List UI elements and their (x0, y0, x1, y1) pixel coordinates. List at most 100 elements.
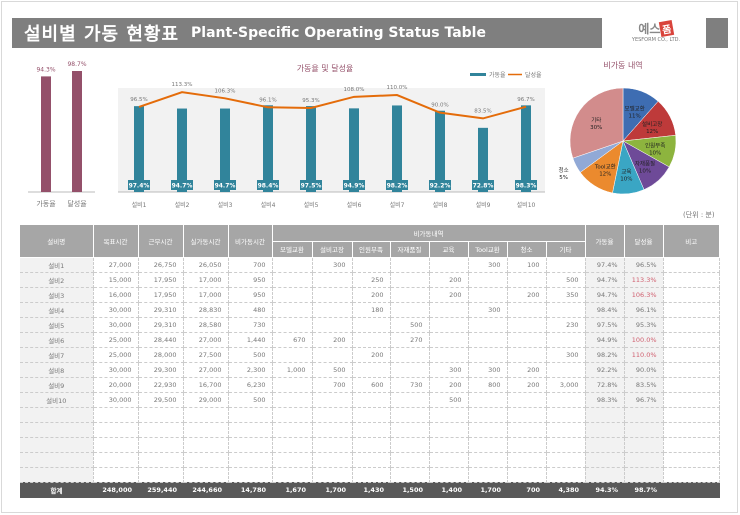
table-cell: 250 (352, 272, 391, 288)
table-cell: 480 (228, 302, 273, 318)
table-cell (507, 422, 547, 438)
table-cell: 97.4% (585, 257, 625, 273)
main-bar-label-bg (171, 180, 193, 190)
main-bar-label: 97.5% (301, 183, 322, 190)
table-cell (272, 287, 313, 303)
table-cell (468, 317, 508, 333)
main-line-label: 96.5% (130, 97, 147, 103)
table-cell: 500 (390, 317, 430, 333)
main-plot-area (118, 88, 545, 192)
table-cell: 92.2% (585, 362, 625, 378)
summary-bar (41, 76, 51, 192)
pie-slice-label: 기타 (591, 116, 601, 124)
table-cell (183, 407, 229, 423)
main-category-label: 설비8 (433, 201, 448, 209)
table-cell (429, 347, 469, 363)
table-cell (312, 407, 353, 423)
table-cell (624, 422, 664, 438)
subheader-cell: Tool교환 (468, 241, 508, 258)
table-cell: 28,830 (183, 302, 229, 318)
table-cell: 259,440 (138, 482, 183, 498)
table-cell: 200 (312, 332, 353, 348)
legend-bar-label: 가동율 (489, 71, 506, 79)
table-cell: 1,440 (228, 332, 273, 348)
table-cell: 83.5% (624, 377, 664, 393)
table-cell (138, 422, 184, 438)
table-cell (93, 437, 139, 453)
table-cell (468, 332, 508, 348)
table-cell (228, 437, 273, 453)
main-line-label: 108.0% (344, 87, 365, 93)
table-cell: 600 (352, 377, 391, 393)
table-cell: 29,000 (183, 392, 229, 408)
table-cell: 94.7% (585, 272, 625, 288)
table-row: 설비6 25,000 28,440 27,000 1,440 670 200 270 94.9%… (20, 332, 721, 348)
table-cell (352, 407, 391, 423)
table-cell (272, 407, 313, 423)
table-cell (312, 437, 353, 453)
table-cell (390, 452, 430, 468)
table-cell (429, 257, 469, 273)
table-cell: 1,700 (312, 482, 352, 498)
main-bar (392, 105, 402, 192)
row-name-cell (20, 437, 94, 453)
table-cell: 14,780 (228, 482, 272, 498)
table-cell: 16,700 (183, 377, 229, 393)
table-cell: 96.7% (624, 392, 664, 408)
table-cell (663, 452, 721, 468)
main-bar-label-bg (214, 180, 236, 190)
table-cell: 29,310 (138, 317, 184, 333)
table-cell: 200 (507, 377, 547, 393)
table-cell (429, 302, 469, 318)
status-table: 설비명 목표시간 근무시간 실가동시간 비가동시간 비가동내역 가동율 달성율 … (20, 225, 721, 498)
table-cell (507, 332, 547, 348)
table-cell (183, 437, 229, 453)
main-bar-label: 98.3% (516, 183, 537, 190)
table-cell (507, 347, 547, 363)
pie-chart-title: 비가동 내역 (603, 60, 642, 70)
table-cell (429, 437, 469, 453)
table-cell (663, 422, 721, 438)
main-bar-label-bg (343, 180, 365, 190)
table-cell (272, 422, 313, 438)
table-cell: 200 (352, 347, 391, 363)
table-cell (429, 407, 469, 423)
main-category-label: 설비2 (175, 201, 190, 209)
table-cell (468, 272, 508, 288)
table-cell: 180 (352, 302, 391, 318)
row-name-cell (20, 422, 94, 438)
table-cell (663, 347, 721, 363)
table-cell (312, 347, 353, 363)
table-cell (390, 302, 430, 318)
pie-slice-label: 교육 (621, 169, 631, 176)
table-cell: 17,000 (183, 287, 229, 303)
table-cell: 29,500 (138, 392, 184, 408)
table-cell (546, 362, 586, 378)
main-bar-label: 92.2% (430, 183, 451, 190)
table-cell (390, 392, 430, 408)
table-cell (429, 452, 469, 468)
empty-row (20, 467, 721, 483)
header-work: 근무시간 (138, 225, 184, 258)
table-row: 설비4 30,000 29,310 28,830 480 180 300 98.4% 96.1% (20, 302, 721, 318)
table-cell (468, 347, 508, 363)
table-cell: 300 (429, 362, 469, 378)
table-cell (138, 452, 184, 468)
table-cell (507, 452, 547, 468)
main-bar-label-bg (472, 180, 494, 190)
table-cell (546, 407, 586, 423)
table-cell (546, 302, 586, 318)
table-cell: 30,000 (93, 392, 139, 408)
table-cell: 500 (228, 347, 273, 363)
table-cell (93, 422, 139, 438)
table-cell: 500 (546, 272, 586, 288)
table-cell (228, 452, 273, 468)
pie-slice-percent: 10% (649, 151, 661, 157)
table-cell: 1,400 (429, 482, 468, 498)
table-cell (546, 332, 586, 348)
table-cell: 200 (429, 272, 469, 288)
table-cell (663, 272, 721, 288)
main-category-label: 설비10 (517, 201, 536, 209)
table-cell (390, 287, 430, 303)
